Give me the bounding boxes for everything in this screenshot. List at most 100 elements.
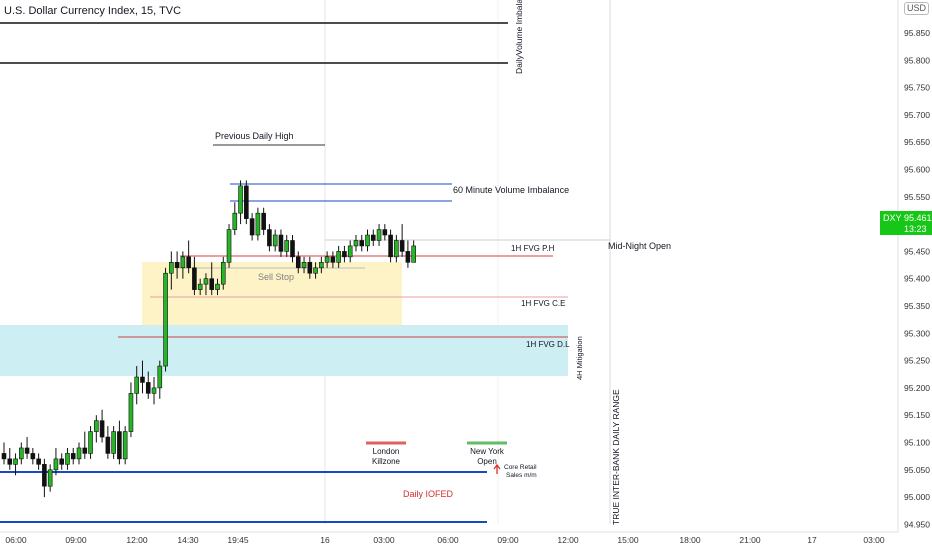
candle-body: [313, 267, 318, 274]
candle-body: [105, 436, 111, 454]
price-badge-value: 95.461: [904, 213, 932, 223]
candle-body: [157, 365, 163, 389]
y-tick-label: 95.300: [904, 328, 930, 338]
fvg-dl-label: 1H FVG D.L: [526, 340, 570, 349]
new-york-open-label-1: New York: [470, 447, 505, 456]
fvg-ce-label: 1H FVG C.E: [521, 299, 565, 308]
candle-body: [209, 278, 215, 290]
candle-body: [192, 267, 197, 290]
y-tick-label: 95.100: [904, 438, 930, 448]
candle-body: [278, 234, 284, 252]
y-tick-label: 95.850: [904, 28, 930, 38]
candle-body: [1, 453, 7, 460]
candle-body: [197, 283, 203, 290]
x-tick-label: 18:00: [679, 535, 701, 545]
candle-body: [365, 234, 370, 247]
candle-body: [7, 458, 13, 465]
candle-body: [411, 245, 416, 263]
core-retail-label-2: Sales m/m: [506, 472, 537, 479]
candle-body: [376, 229, 382, 241]
candle-body: [42, 464, 47, 487]
candle-body: [99, 420, 105, 438]
candle-body: [134, 376, 140, 394]
4h-mitigation-label: 4H Mitigation: [575, 336, 584, 380]
candle-body: [319, 262, 324, 269]
x-tick-label: 12:00: [557, 535, 579, 545]
x-tick-label: 21:00: [739, 535, 761, 545]
fvg-ph-label: 1H FVG P.H: [511, 244, 555, 253]
candle-body: [284, 240, 290, 252]
y-tick-label: 95.450: [904, 246, 930, 256]
x-tick-label: 17: [807, 535, 817, 545]
midnight-open-label: Mid-Night Open: [608, 241, 671, 251]
chart-title: U.S. Dollar Currency Index, 15, TVC: [4, 5, 182, 17]
y-tick-label: 95.150: [904, 410, 930, 420]
daily-iofed-label: Daily IOFED: [403, 489, 454, 499]
candle-body: [111, 431, 116, 454]
candle-body: [295, 256, 301, 269]
candle-body: [382, 229, 388, 236]
candle-body: [53, 458, 59, 471]
candle-body: [36, 458, 41, 465]
y-tick-label: 95.200: [904, 383, 930, 393]
candle-body: [180, 256, 186, 269]
x-tick-label: 03:00: [373, 535, 395, 545]
london-killzone-label-2: Killzone: [372, 457, 401, 466]
sell-stop-zone: [142, 262, 402, 325]
candle-body: [232, 212, 238, 230]
candle-body: [140, 376, 145, 383]
x-tick-label: 19:45: [227, 535, 249, 545]
candle-body: [399, 240, 405, 252]
inter-bank-range-label: TRUE INTER-BANK DAILY RANGE: [611, 389, 621, 525]
y-tick-label: 95.050: [904, 465, 930, 475]
candle-body: [405, 251, 411, 263]
candle-body: [94, 420, 99, 432]
candle-body: [249, 218, 255, 236]
core-retail-label-1: Core Retail: [504, 464, 537, 471]
candle-body: [388, 234, 393, 258]
y-tick-label: 95.550: [904, 192, 930, 202]
candle-body: [169, 262, 174, 274]
currency-button[interactable]: USD: [904, 2, 930, 15]
y-tick-label: 95.750: [904, 83, 930, 93]
candle-body: [244, 185, 249, 219]
price-badge-symbol: DXY: [883, 213, 902, 223]
vol-imbalance-label: 60 Minute Volume Imbalance: [453, 185, 569, 195]
candle-body: [307, 262, 313, 274]
candle-body: [70, 453, 76, 460]
candle-body: [203, 278, 209, 285]
daily-volume-imbalance-label: DailyVolume Imbalance: [514, 0, 524, 74]
candle-body: [117, 431, 122, 460]
candle-body: [13, 458, 18, 465]
candle-body: [59, 458, 65, 465]
x-tick-label: 06:00: [5, 535, 27, 545]
candle-body: [261, 212, 266, 230]
y-tick-label: 94.950: [904, 519, 930, 529]
time-axis-background: [0, 532, 932, 550]
candle-body: [342, 251, 347, 258]
candle-body: [151, 387, 157, 394]
candle-body: [301, 262, 307, 269]
candle-body: [145, 382, 151, 394]
candle-body: [24, 447, 30, 454]
sell-stop-label: Sell Stop: [258, 272, 294, 282]
candle-body: [347, 245, 353, 258]
candle-body: [65, 453, 70, 465]
candle-body: [128, 393, 134, 432]
y-tick-label: 95.400: [904, 274, 930, 284]
core-retail-arrow-icon: [493, 463, 501, 474]
current-price-badge: DXY 95.461 13:23: [880, 211, 932, 235]
y-tick-label: 95.650: [904, 137, 930, 147]
previous-daily-high-label: Previous Daily High: [215, 131, 294, 141]
candle-body: [267, 229, 272, 247]
x-tick-label: 09:00: [497, 535, 519, 545]
candle-body: [226, 229, 232, 263]
x-tick-label: 15:00: [617, 535, 639, 545]
y-tick-label: 95.700: [904, 110, 930, 120]
candle-body: [272, 234, 278, 247]
4h-mitigation-zone: [0, 325, 568, 376]
y-tick-label: 95.250: [904, 356, 930, 366]
y-tick-label: 95.000: [904, 492, 930, 502]
candle-body: [122, 431, 128, 460]
